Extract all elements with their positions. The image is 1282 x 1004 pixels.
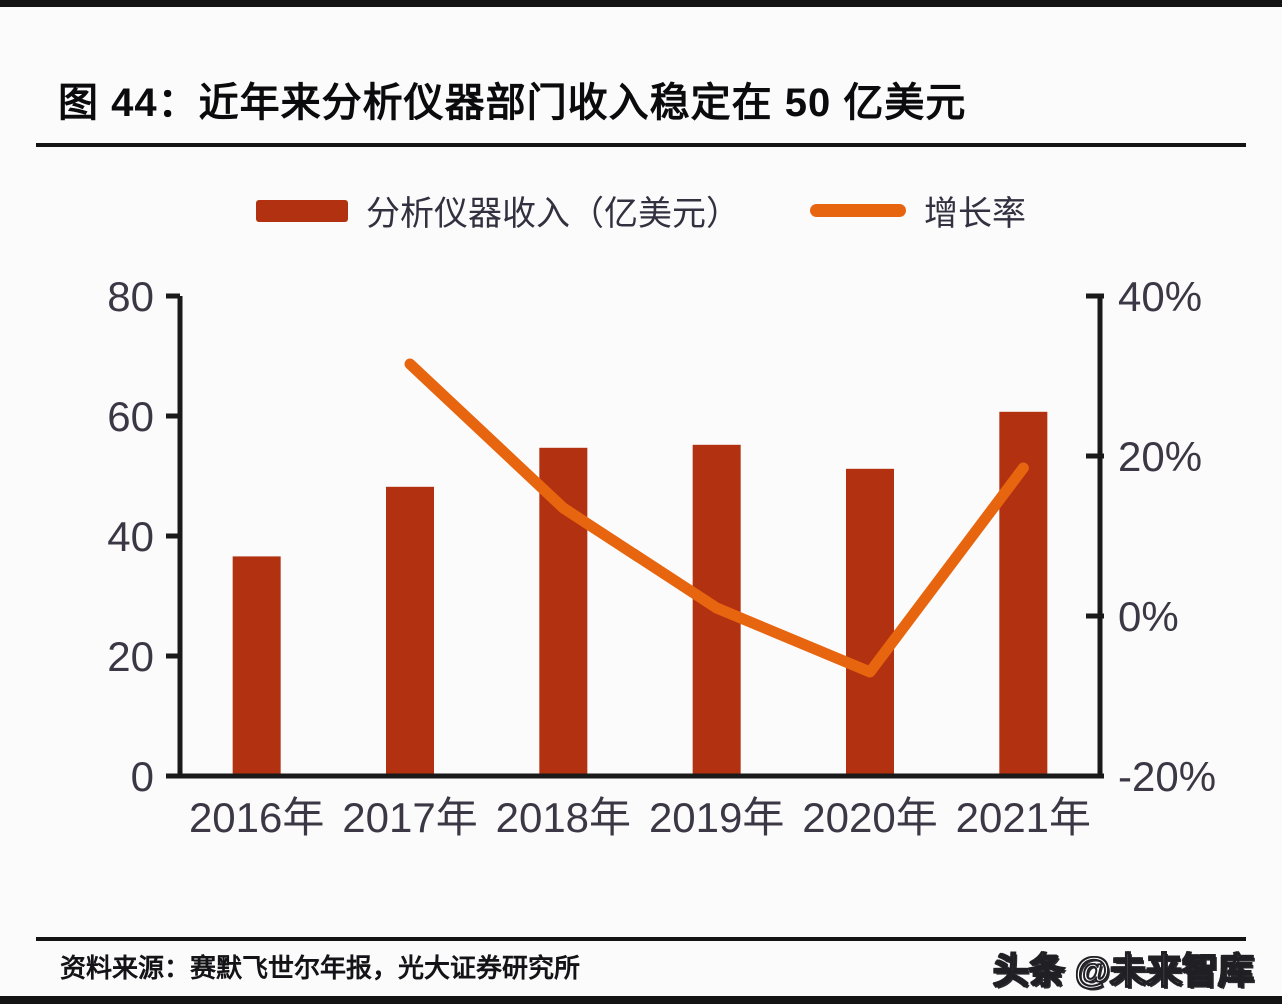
title-divider [36, 143, 1246, 147]
right-axis-tick-label: -20% [1118, 753, 1216, 800]
x-axis-category-label: 2018年 [496, 794, 631, 841]
footer-divider [36, 937, 1246, 941]
legend-label-revenue: 分析仪器收入（亿美元） [366, 195, 740, 233]
x-axis-category-label: 2019年 [649, 794, 784, 841]
chart-legend: 分析仪器收入（亿美元） 增长率 [0, 186, 1282, 235]
left-axis-tick-label: 20 [107, 633, 154, 680]
top-border-strip [0, 0, 1282, 7]
revenue-bar-swatch [256, 199, 348, 222]
left-axis-tick-label: 0 [131, 753, 154, 800]
right-axis-tick-label: 40% [1118, 273, 1202, 320]
x-axis-category-label: 2017年 [342, 794, 477, 841]
legend-item-growth: 增长率 [810, 186, 1026, 235]
bottom-border-strip [0, 996, 1282, 1004]
x-axis-category-label: 2016年 [189, 794, 324, 841]
watermark: 头条 @未来智库 [992, 949, 1255, 992]
right-axis-tick-label: 20% [1118, 433, 1202, 480]
growth-rate-line [404, 358, 1029, 678]
left-axis-tick-label: 60 [107, 393, 154, 440]
right-axis-tick-label: 0% [1118, 593, 1179, 640]
legend-label-growth: 增长率 [924, 195, 1026, 233]
source-note: 资料来源：赛默飞世尔年报，光大证券研究所 [60, 953, 581, 983]
x-axis-category-label: 2021年 [956, 794, 1091, 841]
left-axis-tick-label: 40 [107, 513, 154, 560]
x-axis-category-label: 2020年 [802, 794, 937, 841]
legend-item-revenue: 分析仪器收入（亿美元） [256, 186, 740, 235]
revenue-bar-2016年 [232, 556, 281, 776]
revenue-bar-2020年 [846, 468, 894, 776]
revenue-bar-2017年 [386, 486, 434, 776]
growth-line-swatch [810, 204, 906, 217]
left-axis-tick-label: 80 [107, 273, 154, 320]
figure-title: 图 44：近年来分析仪器部门收入稳定在 50 亿美元 [58, 81, 967, 125]
